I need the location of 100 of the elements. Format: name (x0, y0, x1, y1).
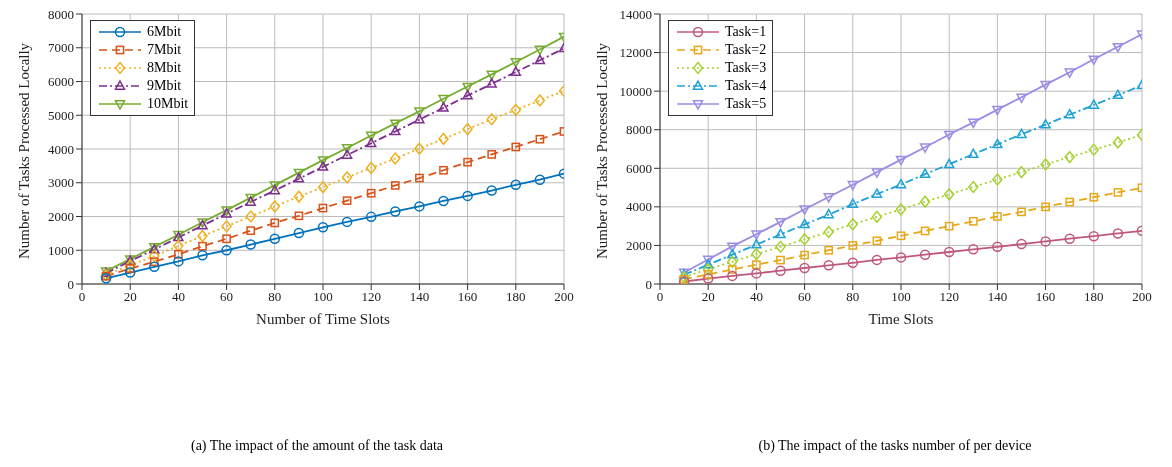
x-tick-label: 200 (1132, 289, 1152, 305)
y-tick-label: 7000 (48, 40, 74, 56)
x-tick-label: 40 (749, 289, 763, 305)
point (751, 238, 762, 249)
point (1065, 197, 1075, 207)
point (1040, 80, 1051, 91)
point (727, 255, 738, 268)
point (992, 241, 1003, 253)
point (245, 239, 256, 250)
point (149, 249, 160, 263)
point (365, 211, 377, 223)
legend-label: Task=5 (725, 96, 767, 112)
point (439, 165, 448, 175)
point (1089, 192, 1099, 202)
point (534, 94, 546, 107)
x-tick-label: 140 (987, 289, 1008, 305)
y-tick-label: 6000 (626, 160, 652, 176)
point (1040, 236, 1051, 247)
point (365, 137, 377, 148)
point (487, 150, 497, 159)
point (342, 196, 352, 205)
point (824, 245, 834, 255)
point (317, 180, 329, 194)
point (678, 270, 690, 284)
point (751, 230, 762, 240)
y-axis-title: Number of Tasks Processed Locally (594, 42, 611, 259)
point (751, 268, 762, 279)
point (752, 260, 761, 270)
point (462, 122, 473, 136)
y-tick-label: 1000 (48, 242, 74, 258)
point (1017, 207, 1026, 217)
legend-label: 6Mbit (147, 24, 182, 40)
point (317, 161, 329, 171)
point (919, 143, 931, 153)
point (246, 226, 256, 236)
point (943, 188, 955, 201)
point (486, 185, 497, 196)
point (871, 254, 883, 266)
x-tick-label: 180 (1084, 289, 1104, 305)
point (1113, 188, 1123, 197)
x-tick-label: 160 (1035, 289, 1056, 305)
point (775, 265, 786, 276)
legend-label: 9Mbit (147, 78, 182, 94)
x-axis-title: Time Slots (868, 311, 934, 327)
point (993, 212, 1002, 221)
point (534, 174, 546, 185)
point (269, 200, 281, 213)
point (823, 225, 834, 239)
y-tick-label: 14000 (619, 6, 652, 22)
point (317, 222, 329, 233)
point (871, 188, 883, 199)
legend-label: Task=1 (725, 24, 767, 40)
point (1041, 202, 1050, 212)
point (173, 239, 184, 253)
point (198, 241, 207, 251)
point (920, 226, 930, 236)
point (149, 257, 159, 267)
point (1112, 228, 1124, 239)
point (414, 201, 425, 212)
point (438, 94, 449, 105)
point (751, 247, 762, 261)
point (365, 131, 377, 142)
legend-label: 10Mbit (147, 96, 189, 112)
point (221, 245, 232, 256)
x-tick-label: 20 (123, 289, 137, 305)
point (800, 250, 809, 260)
point (414, 107, 425, 117)
point (462, 82, 473, 93)
point (847, 218, 859, 231)
point (1016, 93, 1027, 104)
point (823, 208, 834, 219)
x-tick-label: 80 (846, 289, 860, 305)
point (968, 118, 979, 129)
point (919, 195, 931, 208)
point (776, 255, 785, 265)
point (1088, 99, 1100, 109)
y-tick-label: 0 (645, 276, 652, 292)
point (1088, 230, 1100, 242)
point (124, 259, 136, 272)
legend-label: 8Mbit (147, 60, 182, 76)
x-tick-label: 0 (656, 289, 664, 305)
point (222, 234, 231, 244)
point (269, 233, 281, 245)
x-tick-label: 140 (409, 289, 430, 305)
point (944, 221, 954, 231)
point (511, 142, 521, 152)
point (341, 216, 353, 228)
point (775, 240, 786, 253)
point (318, 203, 328, 213)
point (510, 58, 522, 68)
point (510, 179, 522, 191)
point (535, 134, 545, 144)
point (727, 242, 738, 253)
point (390, 206, 401, 217)
point (895, 252, 907, 263)
point (943, 246, 955, 258)
point (438, 195, 449, 207)
point (727, 270, 738, 282)
point (390, 125, 401, 136)
point (486, 70, 497, 81)
